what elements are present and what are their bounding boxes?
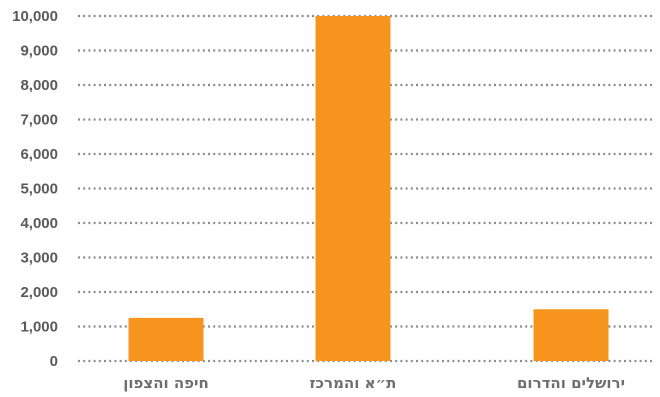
y-tick-label: 2,000 bbox=[20, 284, 58, 301]
y-axis-ticks: 0 1,000 2,000 3,000 4,000 5,000 6,000 7,000 8,00… bbox=[12, 8, 58, 370]
y-tick-label: 5,000 bbox=[20, 181, 58, 198]
bar bbox=[315, 16, 391, 361]
x-category-label: ירושלים והדרום bbox=[517, 374, 625, 392]
y-tick-label: 10,000 bbox=[12, 8, 58, 25]
y-tick-label: 8,000 bbox=[20, 77, 58, 94]
y-tick-label: 6,000 bbox=[20, 146, 58, 163]
x-axis-categories: ירושלים והדרום ת״א והמרכז חיפה והצפון bbox=[123, 374, 625, 392]
bars bbox=[128, 16, 609, 361]
bar bbox=[533, 309, 609, 361]
x-category-label: ת״א והמרכז bbox=[310, 374, 397, 392]
y-tick-label: 0 bbox=[50, 353, 58, 370]
y-tick-label: 1,000 bbox=[20, 319, 58, 336]
y-tick-label: 7,000 bbox=[20, 112, 58, 129]
y-tick-label: 9,000 bbox=[20, 43, 58, 60]
y-tick-label: 4,000 bbox=[20, 215, 58, 232]
x-category-label: חיפה והצפון bbox=[123, 374, 209, 392]
bar bbox=[128, 317, 204, 361]
y-tick-label: 3,000 bbox=[20, 250, 58, 267]
